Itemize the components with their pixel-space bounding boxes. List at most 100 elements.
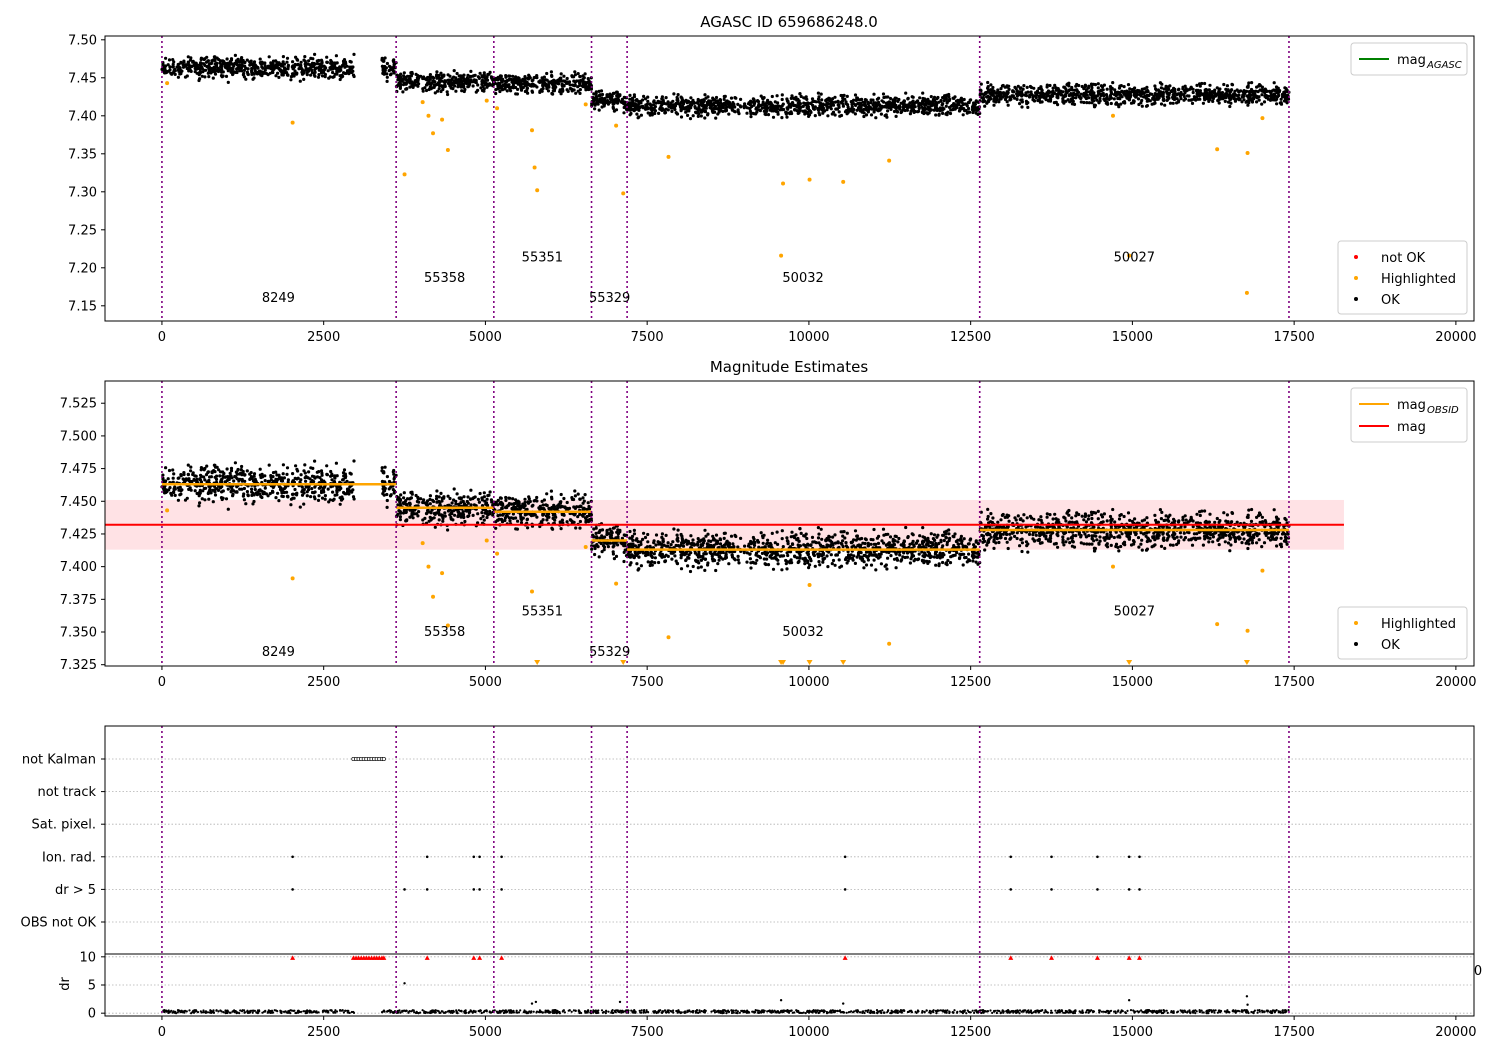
ok-point [1126,90,1130,94]
ok-point [330,472,334,476]
ok-point [193,489,197,493]
ok-point [411,85,415,89]
ok-point [163,491,167,495]
ok-point [168,65,172,69]
ok-point [737,112,741,116]
ok-point [544,514,549,518]
ok-point [857,105,861,109]
ok-point [221,61,225,65]
ok-point [392,60,396,64]
ok-point [454,499,458,503]
ok-point [1076,90,1081,94]
ok-point [754,112,758,116]
ok-point [1136,97,1141,101]
ok-point [1119,93,1123,97]
ok-point [1118,84,1122,88]
ok-point [1223,95,1227,100]
ok-point [295,493,299,497]
ok-point [499,496,503,500]
ok-point [254,491,258,495]
ok-point [286,478,290,482]
ok-point [302,502,306,506]
ok-point [516,87,520,91]
ok-point [718,101,723,105]
ok-point [1275,102,1279,106]
ok-point [1161,98,1165,102]
ok-point [538,504,542,508]
ok-point [494,500,498,504]
ok-point [399,72,403,76]
ok-point [825,108,829,112]
ok-point [198,478,203,482]
ok-point [839,100,843,104]
ok-point [572,497,576,502]
ok-point [554,85,558,89]
obsid-label: 50032 [782,271,823,286]
y-tick-label: 7.35 [68,147,97,162]
ok-point [232,479,236,483]
ok-point [1086,86,1090,90]
ok-point [302,469,306,473]
ok-point [816,91,821,95]
ok-point [574,526,578,530]
ok-point [233,461,237,465]
ok-point [632,95,637,99]
ok-point [213,470,217,474]
ok-point [320,64,324,68]
ok-point [519,86,523,90]
ok-point [663,111,667,115]
ok-point [1237,93,1241,97]
ok-point [1153,101,1157,105]
ok-point [597,555,601,559]
ok-point [905,108,910,112]
ok-point [846,103,850,107]
ok-point [480,79,484,84]
y-tick-label: 7.45 [68,71,97,86]
ok-point [952,102,956,106]
ok-point [486,72,490,77]
ok-point [699,114,703,118]
ok-point [304,67,308,72]
ok-point [962,107,966,111]
ok-point [276,71,280,75]
ok-point [317,58,321,63]
ok-point [760,106,765,110]
ok-point [803,112,807,116]
ok-point [1251,89,1255,93]
ok-point [645,103,649,107]
ok-point [515,92,520,96]
ok-point [561,89,565,93]
ok-point [477,76,481,80]
ok-point [1082,100,1086,105]
ok-point [812,99,817,103]
ok-point [798,105,802,109]
ok-point [954,105,958,109]
ok-point [280,494,284,498]
ok-point [781,102,785,106]
ok-point [325,464,329,468]
ok-point [872,92,876,96]
ok-point [713,106,717,110]
ok-point [947,105,952,109]
ok-point [522,82,527,86]
ok-point [224,497,229,501]
ok-point [280,70,284,74]
ok-point [939,99,943,103]
ok-point [729,96,734,100]
ok-point [416,84,420,88]
ok-point [968,110,972,114]
ok-point [477,500,481,504]
ok-point [886,100,891,105]
legend-marker-swatch [1354,255,1358,259]
ok-point [1145,94,1149,98]
ok-point [335,61,339,65]
ok-point [226,80,230,84]
ok-point [310,64,314,68]
ok-point [623,96,627,100]
ok-point [975,108,979,112]
ok-point [1032,86,1036,90]
ok-point [1075,82,1079,87]
ok-point [214,68,218,73]
ok-point [243,64,247,68]
ok-point [289,78,293,82]
